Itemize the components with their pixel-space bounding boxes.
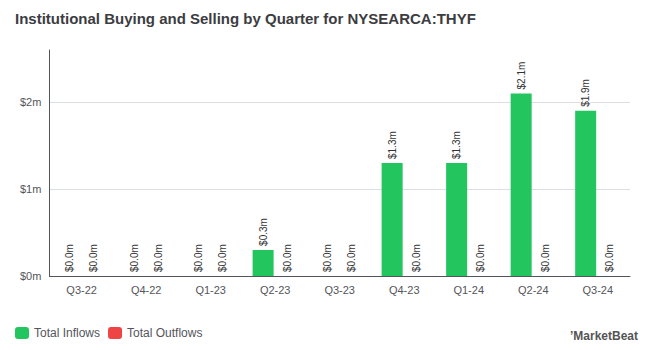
svg-text:Total Inflows: Total Inflows [34, 326, 100, 340]
svg-text:$0.0m: $0.0m [153, 244, 164, 272]
svg-text:Q3-22: Q3-22 [66, 284, 97, 296]
svg-text:$0.0m: $0.0m [64, 244, 75, 272]
svg-text:Q1-23: Q1-23 [195, 284, 226, 296]
svg-text:Q4-22: Q4-22 [131, 284, 162, 296]
svg-text:Q2-24: Q2-24 [518, 284, 549, 296]
svg-text:$0.0m: $0.0m [346, 244, 357, 272]
svg-text:Q4-23: Q4-23 [389, 284, 420, 296]
svg-text:Q3-23: Q3-23 [324, 284, 355, 296]
svg-text:$0.0m: $0.0m [217, 244, 228, 272]
svg-text:$1m: $1m [20, 183, 41, 195]
svg-text:$0.0m: $0.0m [129, 244, 140, 272]
svg-text:$0.3m: $0.3m [258, 218, 269, 246]
svg-text:Q1-24: Q1-24 [453, 284, 484, 296]
svg-text:$1.9m: $1.9m [580, 79, 591, 107]
svg-text:$0.0m: $0.0m [322, 244, 333, 272]
svg-text:$0.0m: $0.0m [282, 244, 293, 272]
svg-text:$2.1m: $2.1m [516, 62, 527, 90]
svg-text:Institutional Buying and Selli: Institutional Buying and Selling by Quar… [15, 10, 476, 27]
svg-text:$2m: $2m [20, 96, 41, 108]
svg-text:$0.0m: $0.0m [540, 244, 551, 272]
svg-text:Q2-23: Q2-23 [260, 284, 291, 296]
svg-text:Total Outflows: Total Outflows [127, 326, 202, 340]
svg-text:$0.0m: $0.0m [88, 244, 99, 272]
svg-text:$1.3m: $1.3m [451, 131, 462, 159]
svg-text:’MarketBeat: ’MarketBeat [570, 329, 638, 343]
svg-text:$0m: $0m [20, 270, 41, 282]
svg-text:Q3-24: Q3-24 [582, 284, 613, 296]
svg-text:$0.0m: $0.0m [604, 244, 615, 272]
svg-text:$0.0m: $0.0m [475, 244, 486, 272]
svg-text:$0.0m: $0.0m [411, 244, 422, 272]
svg-text:$0.0m: $0.0m [193, 244, 204, 272]
svg-text:$1.3m: $1.3m [387, 131, 398, 159]
